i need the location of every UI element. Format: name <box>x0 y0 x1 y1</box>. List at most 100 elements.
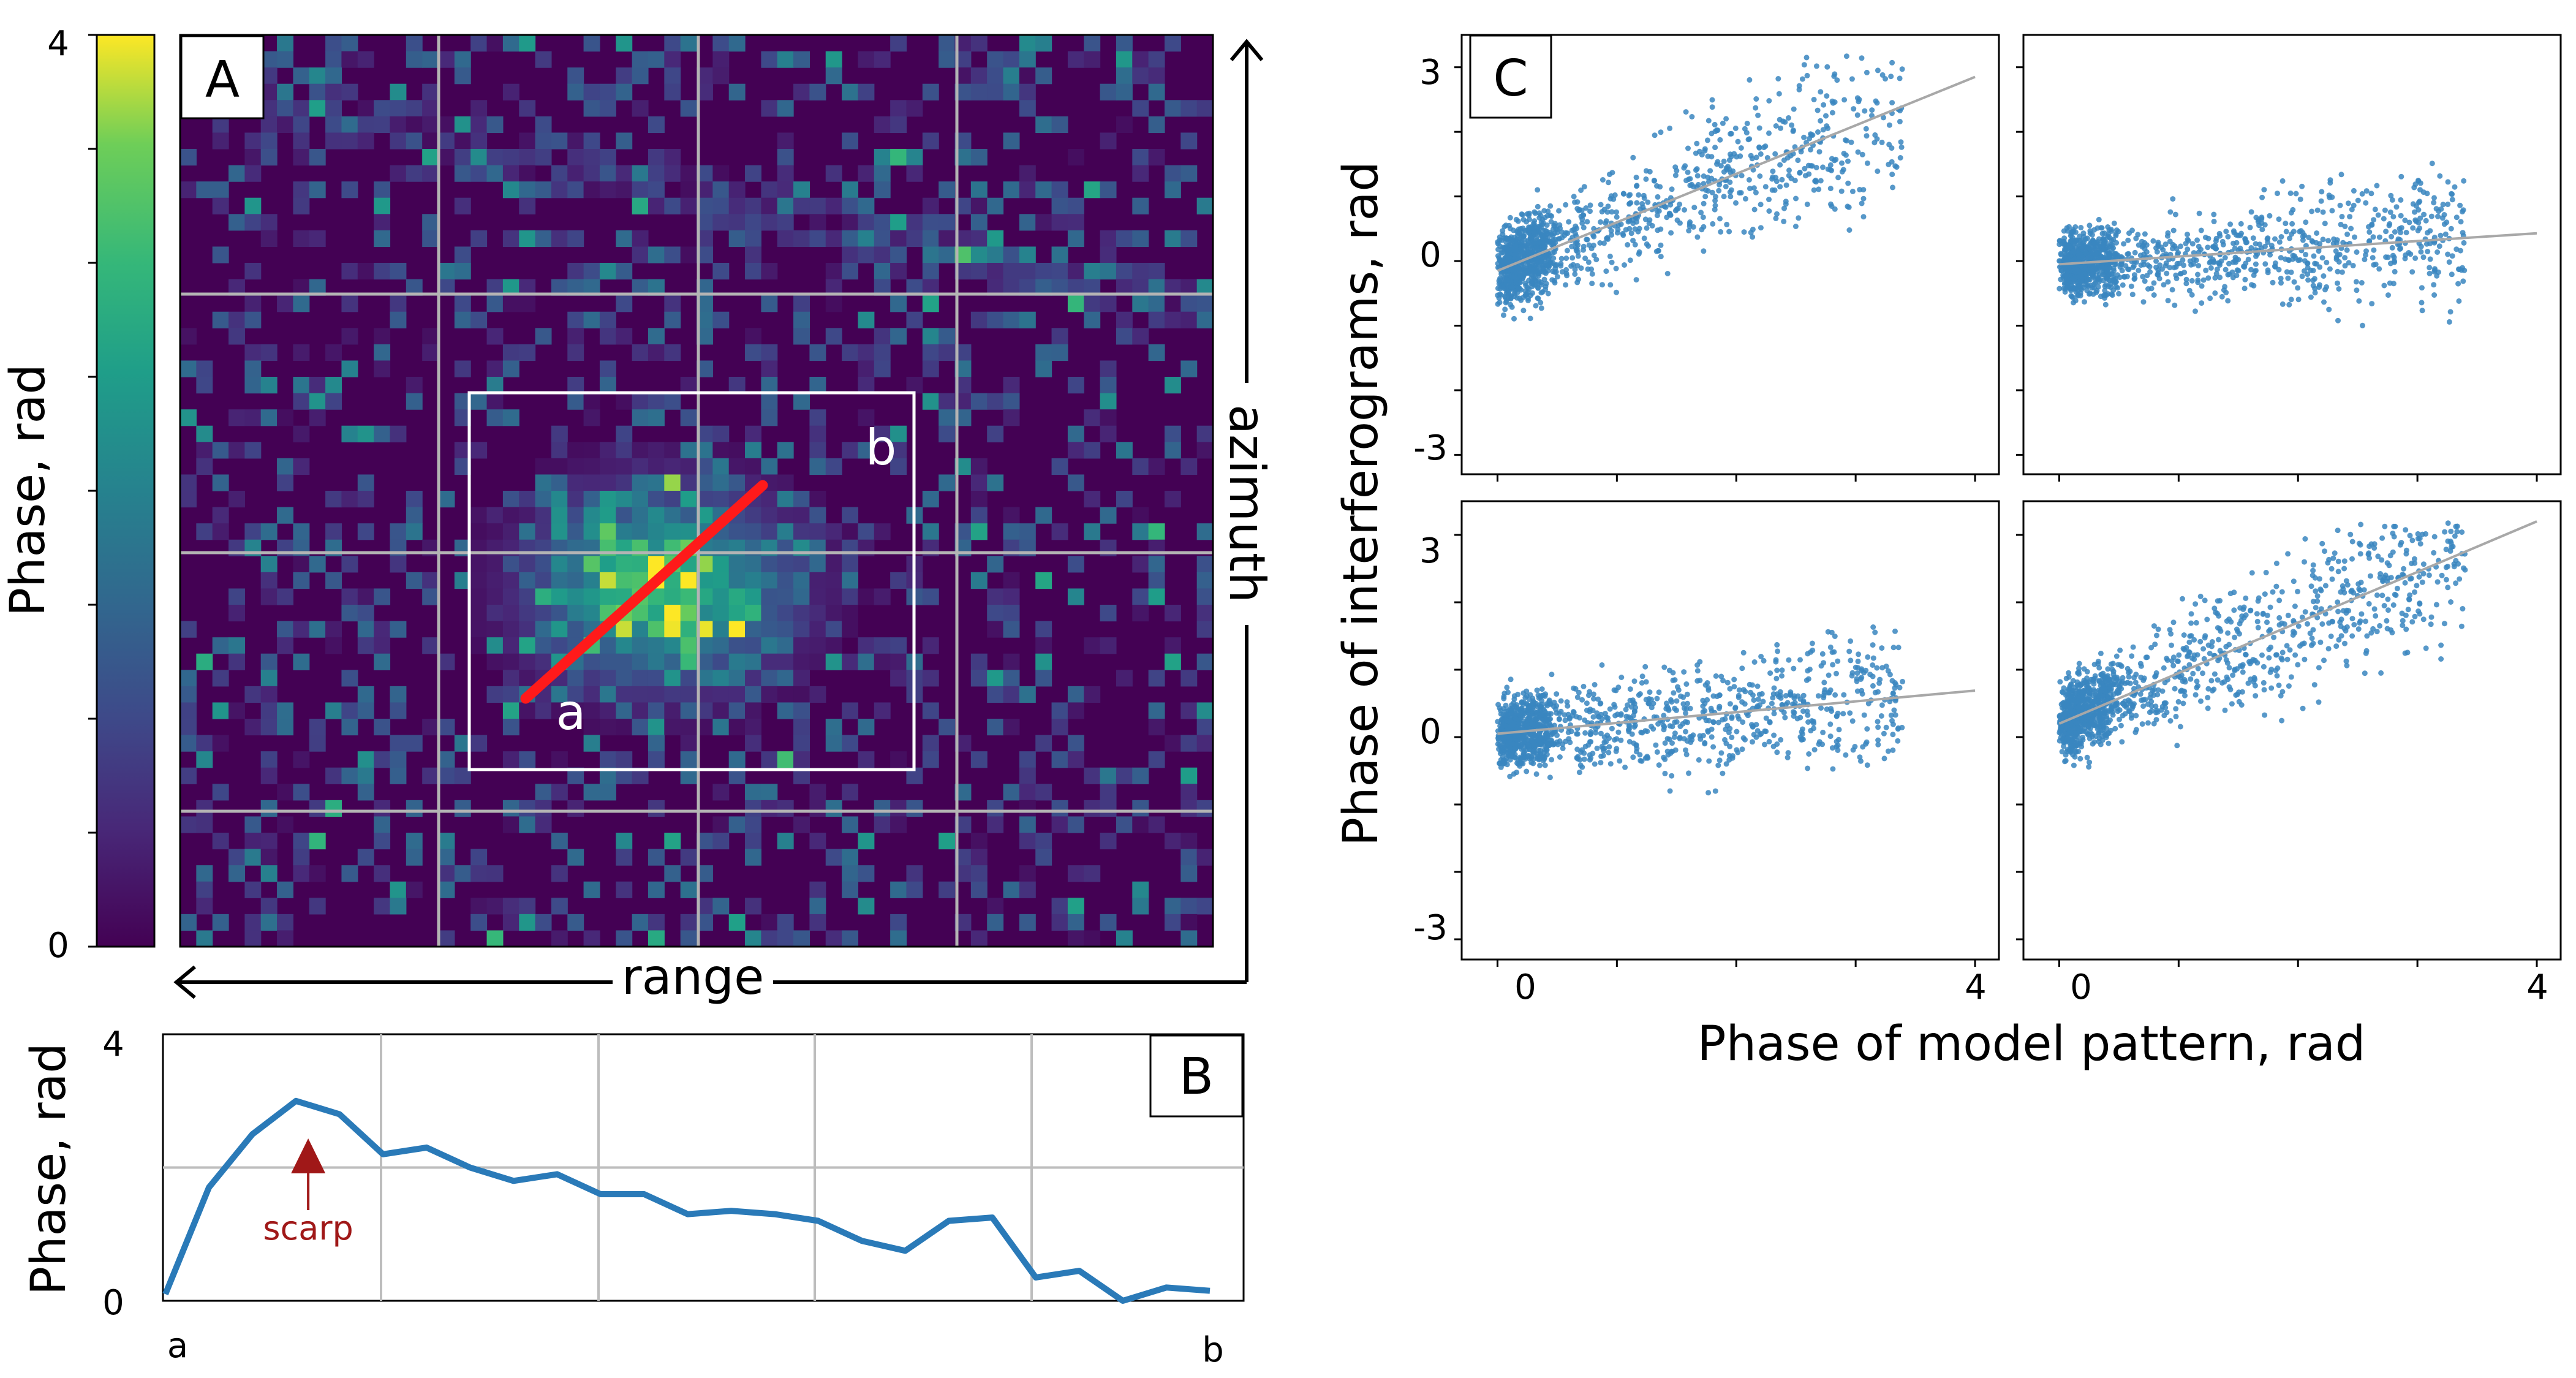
scatter-point <box>1672 172 1679 178</box>
scatter-point <box>1860 744 1866 750</box>
scatter-point <box>1731 684 1737 690</box>
scatter-point <box>1709 708 1715 714</box>
scatter-point <box>2113 284 2119 290</box>
scatter-point <box>1588 246 1595 252</box>
scatter-point <box>2400 623 2406 629</box>
scatter-point <box>1770 168 1776 175</box>
scatter-points-bottom-right <box>2057 520 2468 770</box>
scatter-point <box>1582 256 1588 262</box>
scatter-point <box>1773 675 1780 681</box>
scatter-point <box>1669 724 1675 730</box>
scatter-point <box>1664 271 1671 276</box>
scatter-point <box>1683 178 1690 184</box>
scatter-point <box>1701 173 1707 179</box>
scatter-point <box>2385 254 2391 260</box>
scatter-point <box>2297 196 2303 202</box>
scatter-point <box>2326 306 2332 312</box>
scatter-point <box>2173 713 2179 719</box>
scatter-point <box>1574 263 1581 269</box>
scatter-point <box>2142 240 2148 246</box>
scatter-point <box>1626 714 1632 720</box>
scatter-point <box>2155 240 2161 246</box>
scatter-point <box>1846 227 1853 233</box>
scatter-point <box>1848 657 1854 664</box>
scatter-point <box>1626 726 1632 732</box>
scatter-point <box>1685 700 1690 706</box>
scatter-point <box>1818 705 1824 711</box>
scatter-point <box>1760 698 1766 705</box>
scatter-point <box>2175 250 2181 256</box>
scatter-point <box>1537 762 1543 768</box>
scatter-point <box>1581 683 1587 689</box>
azimuth-label: azimuth <box>1218 404 1275 603</box>
scatter-point <box>2212 605 2218 611</box>
scatter-point <box>1757 732 1763 738</box>
scatter-point <box>2447 548 2453 554</box>
scatter-point <box>1701 181 1707 187</box>
scatter-point <box>1742 736 1748 743</box>
scatter-point <box>1849 76 1855 82</box>
scatter-point <box>2131 272 2137 278</box>
scatter-point <box>2398 173 2404 180</box>
scatter-point <box>1643 679 1649 685</box>
scatter-point <box>1563 282 1569 288</box>
scatter-point <box>2306 235 2312 240</box>
scatter-point <box>1668 230 1674 236</box>
scatter-point <box>2155 267 2161 273</box>
scatter-point <box>1785 750 1791 756</box>
scatter-point <box>1572 230 1578 237</box>
scatter-point <box>1766 130 1772 136</box>
scatter-point <box>1541 266 1546 272</box>
scatter-point <box>1530 751 1536 757</box>
scatter-point <box>2250 235 2256 241</box>
scatter-point <box>1875 67 1881 74</box>
scatter-point <box>1539 686 1545 692</box>
scatter-point <box>1698 210 1704 216</box>
scatter-point <box>1665 752 1671 758</box>
scatter-point <box>1766 197 1772 202</box>
scatter-point <box>2349 616 2355 622</box>
scatter-point <box>1549 277 1555 283</box>
scatter-point <box>1712 788 1718 794</box>
scatter-point <box>1564 273 1570 279</box>
scatter-point <box>1505 277 1511 283</box>
scatter-point <box>1590 751 1596 757</box>
scatter-point <box>1593 257 1600 263</box>
scatter-point <box>2300 237 2306 243</box>
scatter-point <box>1629 731 1635 737</box>
scatter-point <box>1895 738 1901 744</box>
scatter-point <box>2272 260 2278 266</box>
scatter-point <box>2113 227 2120 233</box>
scatter-point <box>2180 257 2186 263</box>
scatter-point <box>2420 616 2427 623</box>
scatter-point <box>2147 269 2153 275</box>
scatter-point <box>2223 657 2229 663</box>
scatter-point <box>2165 279 2171 285</box>
scatter-point <box>2359 191 2365 197</box>
scatter-point <box>1508 746 1514 752</box>
scatter-point <box>2295 297 2302 303</box>
scatter-point <box>1805 668 1811 674</box>
scatter-point <box>2276 683 2282 688</box>
scatter-point <box>1759 691 1765 697</box>
scatter-point <box>2355 197 2361 203</box>
scatter-point <box>1517 295 1523 301</box>
scatter-point <box>2230 228 2237 234</box>
scatter-point <box>1572 271 1578 277</box>
scatter-point <box>1827 167 1834 173</box>
scatter-point <box>2123 263 2129 269</box>
scatter-point <box>1543 691 1549 697</box>
scatter-point <box>2379 557 2385 563</box>
scatter-point <box>2208 643 2215 649</box>
scatter-point <box>1655 194 1661 200</box>
scatter-point <box>1689 733 1694 740</box>
scatter-point <box>1501 695 1507 702</box>
scatter-point <box>1808 131 1814 137</box>
scatter-point <box>2253 241 2259 247</box>
scatter-point <box>2398 197 2404 203</box>
range-label: range <box>622 948 765 1005</box>
scatter-point <box>2095 274 2101 281</box>
scatter-point <box>1720 678 1726 684</box>
scatter-point <box>1748 153 1754 159</box>
scatter-point <box>1560 745 1566 751</box>
